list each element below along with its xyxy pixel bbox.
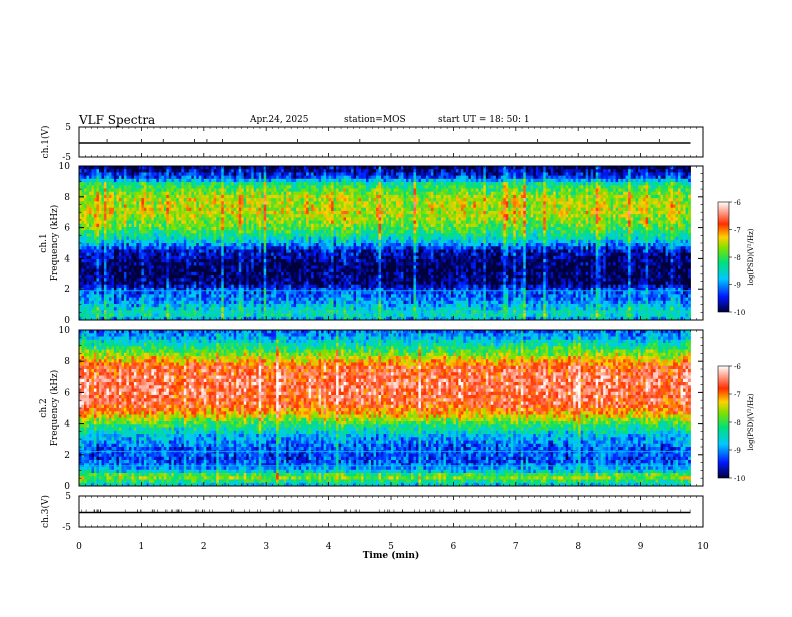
spectrogram-ch2-image [79,330,691,486]
spectrogram-ch1-ytick-4: 4 [64,254,70,264]
waveform-ch3-ytick-bottom: -5 [62,523,71,533]
spectrogram-ch2-colorbar-tick-0: -6 [734,363,741,371]
spectrogram-ch2-colorbar-bar [718,366,729,478]
spectrogram-ch1-ytick-8: 8 [64,193,70,203]
spectrogram-ch2-ytick-2: 2 [64,451,70,461]
spectrogram-ch1-colorbar-label: log(PSD)(V²/Hz) [747,228,755,285]
spectrogram-ch2-colorbar-tick-1: -7 [734,391,741,399]
xtick-1: 1 [139,542,145,552]
spectrogram-ch1-colorbar-tick-4: -10 [734,309,745,317]
figure-title: VLF Spectra [79,113,155,127]
xtick-3: 3 [263,542,269,552]
spectrogram-ch2-ytick-6: 6 [64,388,70,398]
waveform-ch3-ylabel: ch.3(V) [40,495,51,528]
spectrogram-ch2-colorbar-tick-4: -10 [734,475,745,483]
xtick-9: 9 [638,542,644,552]
xtick-6: 6 [451,542,457,552]
waveform-ch1-ticks [79,127,703,157]
waveform-ch3-ytick-top: 5 [65,492,71,502]
x-axis-title: Time (min) [363,550,420,561]
spectrogram-ch1-ytick-10: 10 [59,162,71,172]
waveform-ch1-plot [79,139,691,143]
spectrogram-ch2-colorbar: -6 -7 -8 -9 -10 log(PSD)(V²/Hz) [718,363,755,483]
spectrogram-ch2-ytick-4: 4 [64,420,70,430]
date-label: Apr.24, 2025 [250,115,309,125]
station-label: station=MOS [344,115,406,125]
spectrogram-ch2-colorbar-tick-3: -9 [734,447,741,455]
spectrogram-ch1-ytick-2: 2 [64,285,70,295]
spectrogram-ch1-colorbar-tick-1: -7 [734,227,741,235]
waveform-ch1-ytick-top: 5 [65,123,71,133]
spectrogram-ch1-colorbar: -6 -7 -8 -9 -10 log(PSD)(V²/Hz) [718,199,755,317]
spectrogram-ch2-ytick-0: 0 [64,482,70,492]
spectrogram-ch1-image [79,166,691,320]
spectrogram-ch2-colorbar-tick-2: -8 [734,419,741,427]
spectrogram-ch1-colorbar-tick-2: -8 [734,254,741,262]
spectrogram-ch1-colorbar-bar [718,202,729,312]
spectrogram-ch1-ytick-0: 0 [64,316,70,326]
start-time-label: start UT = 18: 50: 1 [438,115,530,125]
xtick-8: 8 [575,542,581,552]
spectrogram-ch1-ytick-6: 6 [64,224,70,234]
spectrogram-ch2-ytick-10: 10 [59,326,71,336]
xtick-0: 0 [76,542,82,552]
spectrogram-ch2-colorbar-label: log(PSD)(V²/Hz) [747,393,755,450]
waveform-ch3-plot [79,510,691,513]
xtick-7: 7 [513,542,519,552]
xtick-4: 4 [326,542,332,552]
xtick-2: 2 [201,542,207,552]
spectrogram-ch2-ytick-8: 8 [64,357,70,367]
waveform-ch1-frame [79,127,703,157]
spectrogram-ch1-colorbar-tick-3: -9 [734,282,741,290]
waveform-ch1-ylabel: ch.1(V) [40,126,51,159]
spectrogram-ch1-colorbar-tick-0: -6 [734,199,741,207]
xtick-10: 10 [697,542,709,552]
